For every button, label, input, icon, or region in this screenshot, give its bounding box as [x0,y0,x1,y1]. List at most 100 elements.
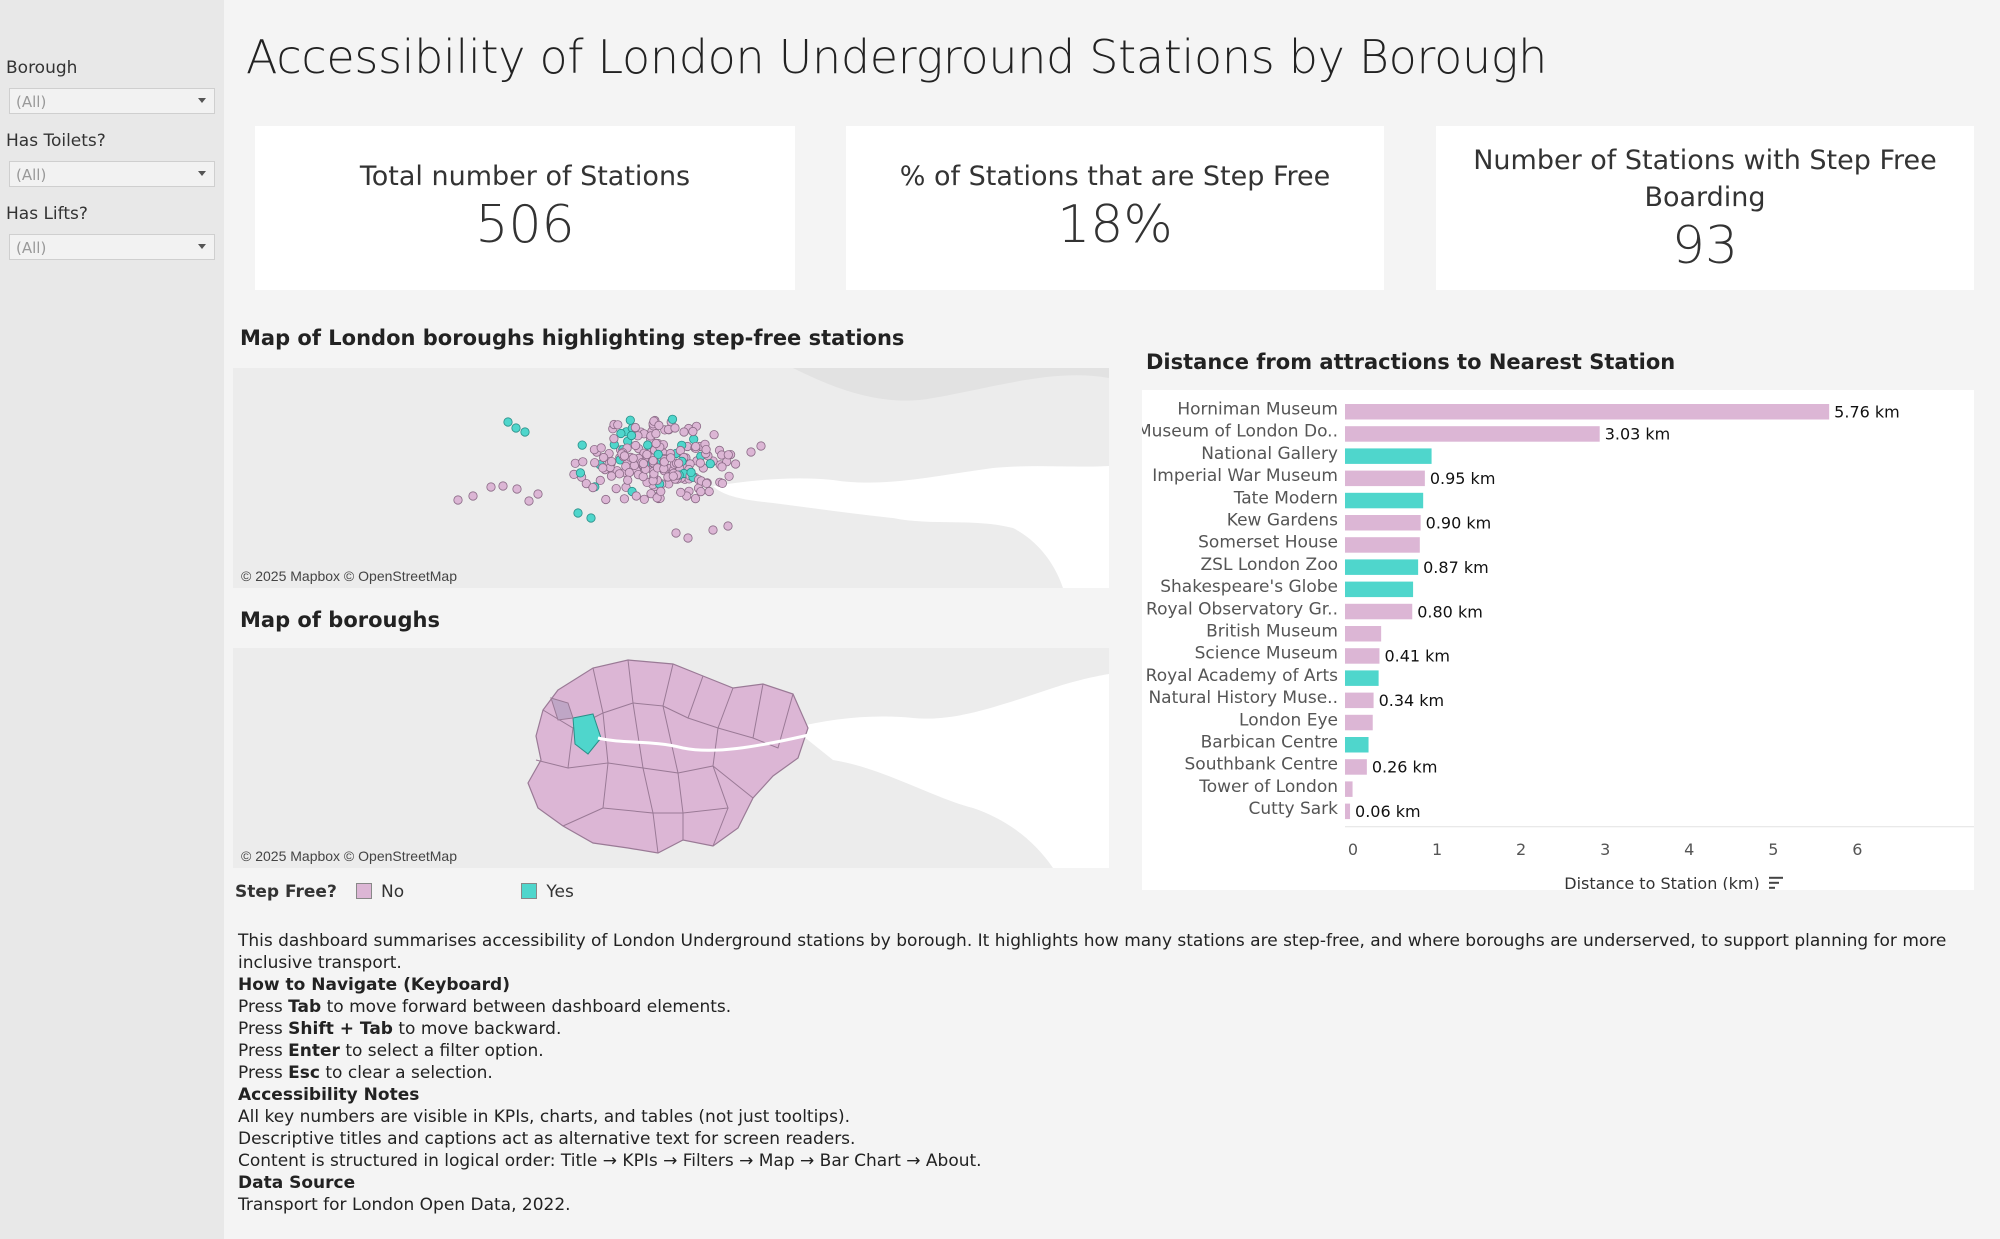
bar-category-label[interactable]: Science Museum [1195,644,1338,664]
bar-8[interactable] [1345,581,1414,598]
station-dot [666,453,676,463]
station-dot [708,525,718,535]
station-dot [512,484,522,494]
kpi-label: % of Stations that are Step Free [899,161,1331,192]
station-dot [659,457,669,467]
station-dot [631,491,641,501]
bar-data-label[interactable]: 0.34 km [1379,691,1445,710]
bar-category-label[interactable]: Somerset House [1198,533,1338,553]
station-dot [651,438,661,449]
station-dot [704,486,714,497]
bar-7[interactable] [1345,559,1419,575]
bar-16[interactable] [1345,759,1367,775]
station-dot [717,478,727,489]
station-dot [671,528,681,538]
bar-category-label[interactable]: Natural History Muse.. [1148,688,1338,708]
bar-category-label[interactable]: Tower of London [1198,777,1338,797]
bar-category-label[interactable]: Barbican Centre [1201,733,1338,753]
station-dot-cluster [453,414,766,543]
bar-data-label[interactable]: 3.03 km [1605,425,1671,444]
bar-2[interactable] [1345,448,1432,464]
bar-4[interactable] [1345,492,1424,509]
bar-category-label[interactable]: National Gallery [1201,444,1338,464]
station-dot [520,427,530,437]
bar-category-label[interactable]: ZSL London Zoo [1201,555,1338,575]
lifts-dropdown-value: (All) [16,239,47,257]
bar-category-label[interactable]: Shakespeare's Globe [1160,577,1338,597]
bar-1[interactable] [1345,426,1600,442]
legend-title: Step Free? [235,882,337,902]
bar-18[interactable] [1345,803,1351,820]
chevron-down-icon [198,98,206,103]
key-name: Tab [288,997,322,1017]
source-heading: Data Source [238,1173,356,1193]
toilets-dropdown-value: (All) [16,166,47,184]
bar-category-label[interactable]: Tate Modern [1233,488,1338,508]
bar-data-label[interactable]: 0.26 km [1372,758,1438,777]
station-dot [696,487,706,497]
bar-data-label[interactable]: 0.06 km [1355,802,1421,821]
bar-6[interactable] [1345,537,1420,553]
borough-map[interactable]: © 2025 Mapbox © OpenStreetMap [233,648,1109,868]
bar-5[interactable] [1345,515,1421,531]
station-map[interactable]: © 2025 Mapbox © OpenStreetMap [233,368,1109,588]
note-line: Descriptive titles and captions act as a… [238,1129,856,1149]
station-dot [654,420,664,431]
station-dot [601,494,611,505]
x-tick-label: 2 [1516,840,1526,859]
borough-map-canvas[interactable] [233,648,1109,868]
legend-swatch-no [355,883,372,899]
bar-data-label[interactable]: 5.76 km [1834,403,1900,422]
bar-13[interactable] [1345,692,1374,709]
bar-15[interactable] [1345,737,1369,753]
legend-label-no: No [381,882,405,902]
station-dot [578,457,588,467]
note-line: Content is structured in logical order: … [238,1151,982,1171]
bar-category-label[interactable]: London Eye [1239,710,1338,730]
station-dot [616,428,626,439]
bar-data-label[interactable]: 0.41 km [1384,647,1450,666]
bar-data-label[interactable]: 0.95 km [1430,469,1496,488]
page-title: Accessibility of London Underground Stat… [246,30,1547,84]
bar-11[interactable] [1345,648,1380,664]
station-dot [503,417,513,427]
filter-label-borough: Borough [6,58,78,78]
toilets-dropdown[interactable]: (All) [9,161,215,187]
bar-17[interactable] [1345,781,1353,797]
bar-category-label[interactable]: Horniman Museum [1177,400,1338,420]
station-dot [524,496,534,506]
station-dot [498,481,508,491]
bar-category-label[interactable]: Royal Academy of Arts [1146,666,1338,686]
bar-data-label[interactable]: 0.80 km [1417,602,1483,621]
step-free-legend[interactable]: Step Free? No Yes [235,882,574,902]
bar-category-label[interactable]: Royal Observatory Gr.. [1146,599,1338,619]
station-dot [511,423,521,433]
bar-data-label[interactable]: 0.87 km [1423,558,1489,577]
bar-category-label[interactable]: Cutty Sark [1249,799,1339,819]
bar-10[interactable] [1345,626,1382,642]
station-map-canvas[interactable] [233,368,1109,588]
bar-data-label[interactable]: 0.90 km [1426,514,1492,533]
kpi-total-stations: Total number of Stations 506 [255,126,795,290]
bar-chart-svg[interactable]: Horniman Museum 5.76 km Museum of London D… [1137,390,1974,893]
bar-12[interactable] [1345,670,1379,686]
bar-category-label[interactable]: Museum of London Do.. [1137,422,1338,442]
station-dot [670,423,680,433]
bar-category-label[interactable]: British Museum [1206,622,1338,642]
bar-14[interactable] [1345,714,1373,731]
bar-category-label[interactable]: Southbank Centre [1185,755,1338,775]
bar-9[interactable] [1345,603,1413,620]
station-dot [723,450,733,460]
distance-bar-chart[interactable]: Horniman Museum 5.76 km Museum of London D… [1137,390,1974,893]
station-dot [691,442,701,452]
station-dot [596,443,606,453]
bar-category-label[interactable]: Kew Gardens [1227,511,1338,531]
station-dot [717,462,727,472]
lifts-dropdown[interactable]: (All) [9,234,215,260]
x-tick-label: 4 [1684,840,1694,859]
borough-dropdown[interactable]: (All) [9,88,215,114]
bar-category-label[interactable]: Imperial War Museum [1152,466,1338,486]
bar-0[interactable] [1345,404,1830,420]
station-dot [623,475,633,485]
bar-3[interactable] [1345,470,1425,487]
